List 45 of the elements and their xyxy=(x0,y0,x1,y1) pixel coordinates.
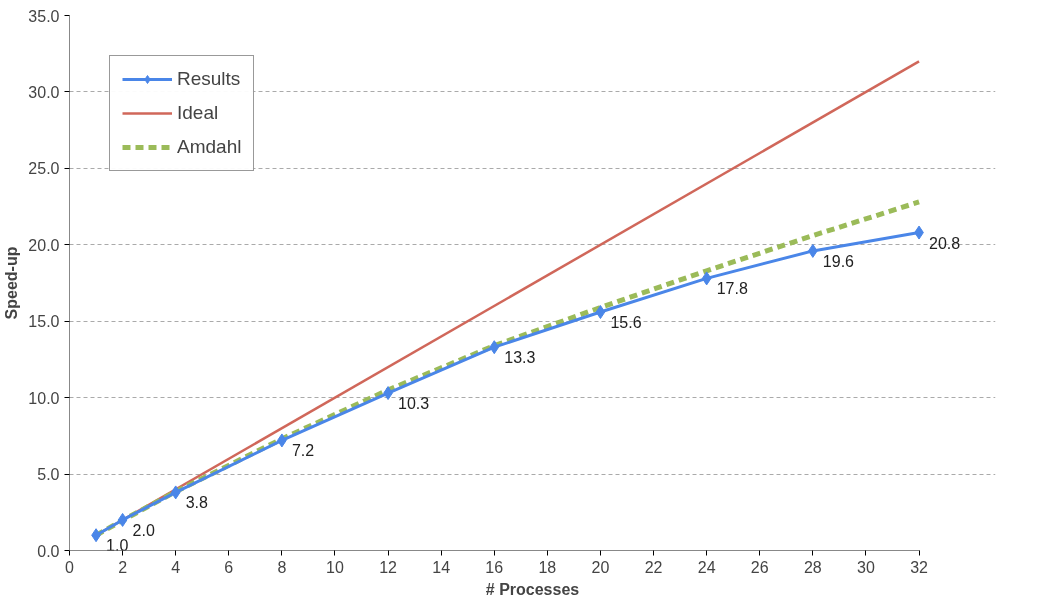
x-tick-label: 2 xyxy=(118,558,128,576)
y-tick-label: 15.0 xyxy=(28,313,60,331)
data-label: 15.6 xyxy=(610,314,642,332)
y-tick-label: 0.0 xyxy=(37,542,60,560)
data-label: 13.3 xyxy=(504,349,536,367)
data-label: 10.3 xyxy=(398,395,430,413)
x-tick-label: 30 xyxy=(857,558,875,576)
point xyxy=(489,340,500,355)
x-axis-title: # Processes xyxy=(485,580,580,598)
x-tick-label: 4 xyxy=(171,558,181,576)
y-tick-label: 10.0 xyxy=(28,389,60,407)
legend-label: Amdahl xyxy=(177,136,242,158)
data-label: 7.2 xyxy=(291,442,315,460)
y-tick-label: 35.0 xyxy=(28,7,60,25)
x-tick-label: 0 xyxy=(65,558,75,576)
y-tick-label: 25.0 xyxy=(28,160,60,178)
legend-label: Ideal xyxy=(177,102,219,124)
x-tick-label: 14 xyxy=(432,558,451,576)
x-tick-label: 20 xyxy=(591,558,610,576)
point xyxy=(117,512,128,527)
x-tick-label: 26 xyxy=(750,558,769,576)
data-label: 19.6 xyxy=(822,252,855,270)
x-tick-label: 24 xyxy=(697,558,716,576)
x-tick-label: 22 xyxy=(644,558,663,576)
y-tick-label: 5.0 xyxy=(37,466,60,484)
legend-label: Results xyxy=(177,68,241,90)
data-label: 3.8 xyxy=(185,494,209,512)
x-tick-label: 18 xyxy=(538,558,557,576)
x-tick-label: 6 xyxy=(224,558,234,576)
data-label: 1.0 xyxy=(106,537,129,555)
x-tick-label: 32 xyxy=(910,558,929,576)
y-tick-label: 20.0 xyxy=(28,236,60,254)
x-tick-label: 16 xyxy=(485,558,504,576)
data-label: 2.0 xyxy=(132,521,155,539)
data-label: 17.8 xyxy=(716,280,748,298)
x-tick-label: 28 xyxy=(803,558,822,576)
point xyxy=(170,485,181,500)
y-tick-label: 30.0 xyxy=(28,83,60,101)
data-label: 20.8 xyxy=(929,234,961,252)
x-tick-label: 10 xyxy=(326,558,344,576)
x-tick-label: 12 xyxy=(379,558,398,576)
y-axis-title: Speed-up xyxy=(3,246,21,320)
point xyxy=(595,305,606,320)
point xyxy=(701,271,712,286)
x-tick-label: 8 xyxy=(277,558,287,576)
